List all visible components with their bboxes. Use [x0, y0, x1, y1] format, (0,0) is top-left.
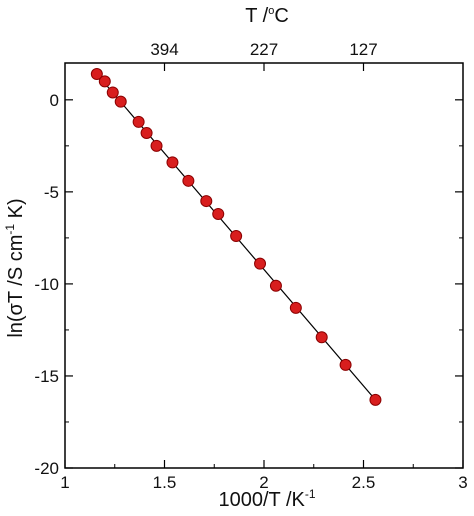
data-point: [230, 230, 243, 243]
y-tick-label: -15: [34, 367, 59, 386]
y-axis-title: ln(σT /S cm-1 K): [3, 198, 27, 337]
y-tick-label: 0: [50, 91, 59, 110]
data-point: [289, 301, 302, 314]
data-points: [90, 68, 382, 406]
y-tick-label: -10: [34, 275, 59, 294]
top-tick-label: 227: [250, 40, 278, 59]
x-tick-label: 2: [259, 473, 268, 492]
x-tick-label: 1: [60, 473, 69, 492]
top-axis-title: T /oC: [245, 5, 289, 27]
data-point: [254, 257, 267, 270]
data-point: [212, 207, 225, 220]
top-tick-label: 394: [150, 40, 178, 59]
plot-frame: [64, 62, 464, 469]
data-point: [200, 195, 213, 208]
data-point: [90, 68, 103, 81]
x-tick-label: 1.5: [153, 473, 177, 492]
data-point: [106, 86, 119, 99]
ticks: 1 1.5 2 2.5 3 -20 -15 -10 -5 0 394 227 127: [34, 40, 467, 492]
x-tick-label: 3: [458, 473, 467, 492]
data-point: [98, 75, 111, 88]
x-tick-label: 2.5: [352, 473, 376, 492]
y-tick-label: -20: [34, 459, 59, 478]
data-point: [339, 358, 352, 371]
x-axis-title: 1000/T /K-1: [218, 487, 315, 511]
data-point: [150, 139, 163, 152]
data-point: [269, 279, 282, 292]
data-point: [140, 126, 153, 139]
data-point: [132, 115, 145, 128]
data-point: [315, 331, 328, 344]
y-tick-label: -5: [44, 183, 59, 202]
data-point: [369, 393, 382, 406]
data-point: [114, 95, 127, 108]
data-point: [166, 156, 179, 169]
top-tick-label: 127: [349, 40, 377, 59]
data-point: [182, 174, 195, 187]
